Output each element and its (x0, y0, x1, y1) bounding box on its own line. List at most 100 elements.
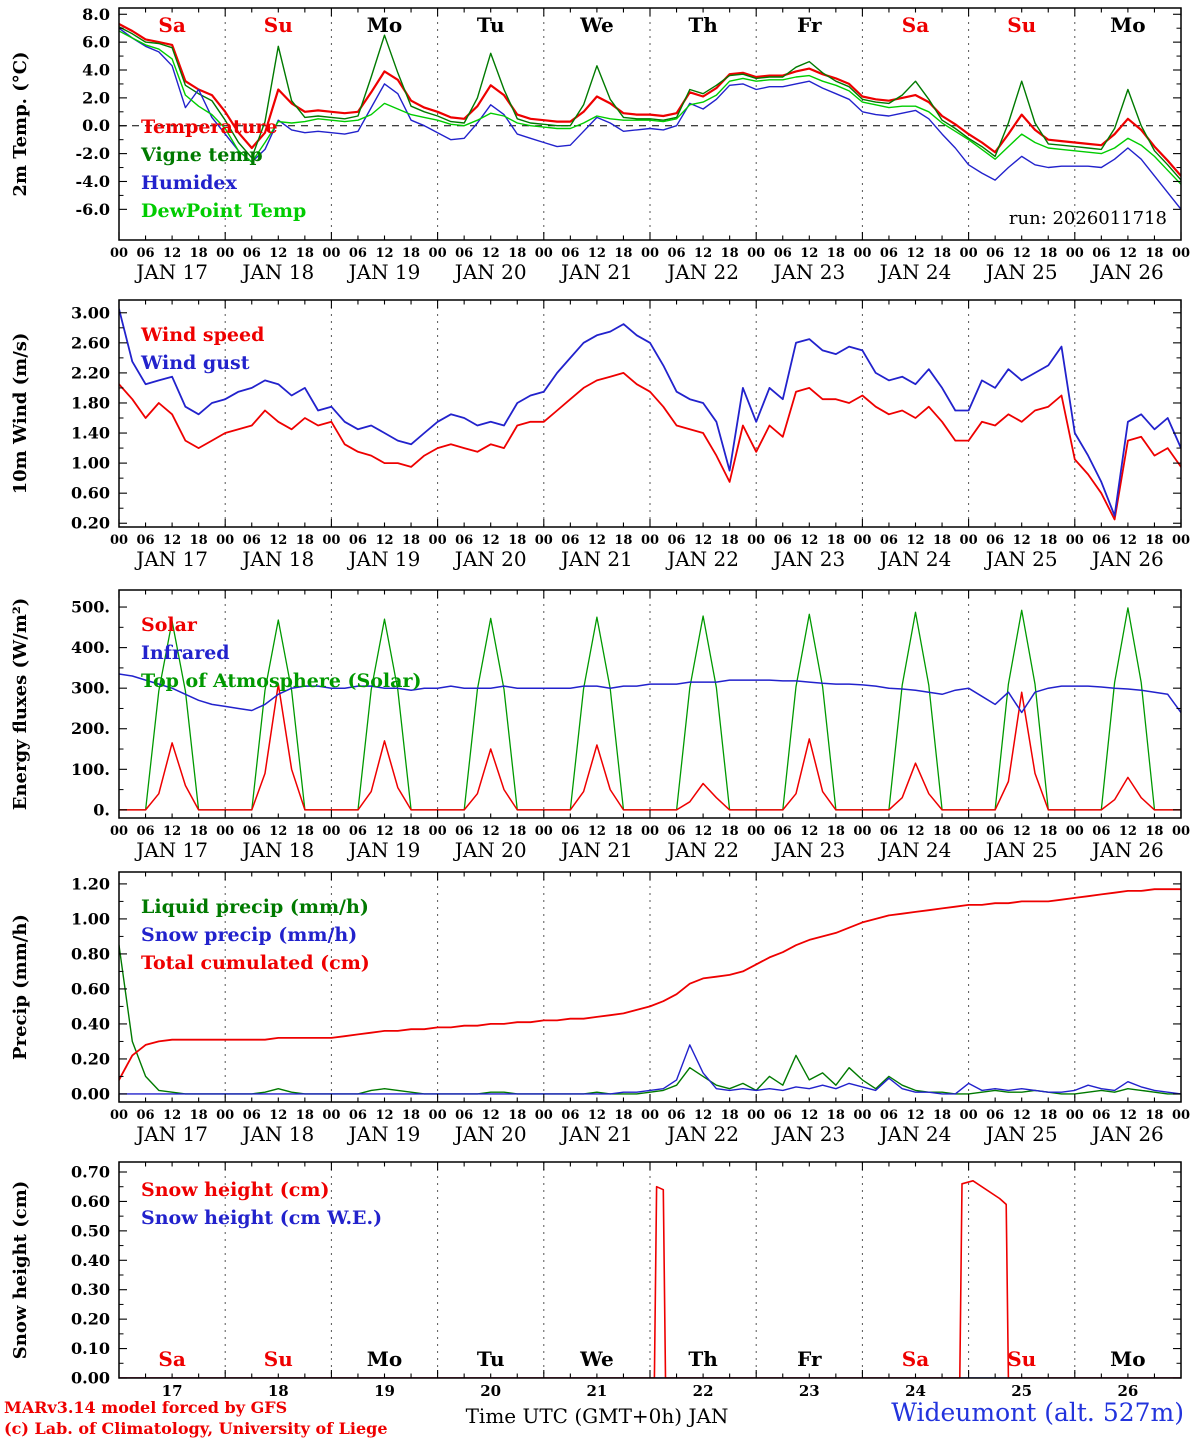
hour-tick-label: 18 (1145, 533, 1163, 548)
hour-tick-label: 12 (163, 1108, 181, 1123)
day-label: JAN 21 (559, 260, 633, 284)
hour-tick-label: 00 (429, 824, 447, 839)
day-label: JAN 18 (240, 1122, 314, 1146)
hour-tick-label: 18 (190, 246, 208, 261)
hour-tick-label: 18 (614, 824, 632, 839)
series-snow-height-line (119, 1180, 1181, 1378)
hour-tick-label: 00 (216, 533, 234, 548)
day-label: JAN 21 (559, 838, 633, 862)
weekday-label: Mo (367, 13, 402, 37)
hour-tick-label: 06 (349, 824, 367, 839)
series-dewpoint-temp-line (119, 30, 1181, 186)
hour-tick-label: 12 (588, 246, 606, 261)
hour-tick-label: 12 (375, 246, 393, 261)
hour-tick-label: 18 (933, 1108, 951, 1123)
day-label: JAN 20 (453, 260, 527, 284)
day-label: JAN 25 (984, 547, 1058, 571)
energy-fluxes-panel: 500. 400. 300. 200. 100. 0. Energy fluxes (W/m… (10, 589, 1190, 862)
y-tick-label: -4.0 (76, 172, 110, 191)
hour-tick-label: 00 (747, 1108, 765, 1123)
day-label: JAN 22 (665, 1122, 739, 1146)
hour-tick-label: 06 (561, 533, 579, 548)
x-axis-title: Time UTC (GMT+0h) JAN (465, 1404, 729, 1428)
station-label: Wideumont (alt. 527m) (891, 1398, 1184, 1427)
weekday-label: Mo (1110, 13, 1145, 37)
day-label: JAN 22 (665, 838, 739, 862)
hour-tick-label: 00 (747, 824, 765, 839)
series-wind-speed-line (119, 371, 1181, 521)
hour-tick-label: 06 (668, 824, 686, 839)
hour-tick-label: 06 (243, 533, 261, 548)
hour-tick-label: 00 (216, 246, 234, 261)
hour-tick-label: 12 (694, 533, 712, 548)
hour-tick-label: 18 (933, 246, 951, 261)
hour-tick-label: 06 (668, 533, 686, 548)
day-label: JAN 18 (240, 547, 314, 571)
hour-tick-label: 06 (137, 246, 155, 261)
y-tick-label: 2.20 (71, 363, 110, 382)
y-tick-label: 100. (71, 760, 110, 779)
legend-snow-height-cm-w-e: Snow height (cm W.E.) (141, 1207, 382, 1229)
day-label: JAN 24 (878, 1122, 952, 1146)
hour-tick-label: 12 (1013, 1108, 1031, 1123)
hour-tick-label: 18 (1039, 246, 1057, 261)
hour-tick-label: 18 (402, 246, 420, 261)
y-tick-label: 1.00 (71, 454, 110, 473)
hour-tick-label: 12 (1013, 533, 1031, 548)
legend-infrared: Infrared (141, 642, 230, 664)
hour-tick-label: 00 (1172, 824, 1190, 839)
hour-tick-label: 00 (641, 1108, 659, 1123)
hour-tick-label: 00 (853, 1108, 871, 1123)
hour-tick-label: 00 (535, 824, 553, 839)
y-tick-label: 200. (71, 719, 110, 738)
hour-tick-label: 18 (402, 533, 420, 548)
day-number-label: 18 (268, 1382, 289, 1400)
y-tick-label: 300. (71, 679, 110, 698)
hour-tick-label: 18 (721, 1108, 739, 1123)
hour-tick-label: 00 (1172, 1108, 1190, 1123)
hour-tick-label: 06 (774, 1108, 792, 1123)
hour-tick-label: 18 (827, 533, 845, 548)
y-tick-label: 1.40 (71, 424, 110, 443)
hour-tick-label: 00 (1066, 246, 1084, 261)
y-tick-label: 2.60 (71, 333, 110, 352)
hour-tick-label: 00 (960, 246, 978, 261)
hour-tick-label: 18 (508, 533, 526, 548)
legend-snow-precip-mm-h: Snow precip (mm/h) (141, 924, 357, 946)
hour-tick-label: 00 (535, 533, 553, 548)
hour-tick-label: 06 (243, 1108, 261, 1123)
y-tick-label: 0.40 (71, 1014, 110, 1033)
series-solar-line (119, 683, 1181, 811)
hour-tick-label: 18 (296, 1108, 314, 1123)
day-number-label: 24 (905, 1382, 926, 1400)
y-tick-label: 0. (93, 800, 110, 819)
hour-tick-label: 18 (296, 246, 314, 261)
day-label: JAN 25 (984, 260, 1058, 284)
hour-tick-label: 06 (880, 246, 898, 261)
hour-tick-label: 00 (216, 824, 234, 839)
hour-tick-label: 12 (375, 824, 393, 839)
hour-tick-label: 00 (110, 1108, 128, 1123)
hour-tick-label: 12 (269, 824, 287, 839)
y-tick-label: 0.40 (71, 1251, 110, 1270)
hour-tick-label: 12 (694, 824, 712, 839)
y-tick-label: -6.0 (76, 200, 110, 219)
hour-tick-label: 18 (614, 246, 632, 261)
day-label: JAN 23 (771, 1122, 845, 1146)
y-tick-label: 8.0 (82, 5, 110, 24)
day-label: JAN 18 (240, 838, 314, 862)
weekday-label: Tu (477, 1347, 505, 1371)
hour-tick-label: 12 (800, 1108, 818, 1123)
hour-tick-label: 12 (588, 1108, 606, 1123)
y-tick-label: 0.10 (71, 1339, 110, 1358)
run-label: run: 2026011718 (1009, 208, 1167, 229)
series-total-cumulated-line (119, 888, 1181, 1081)
hour-tick-label: 06 (1092, 533, 1110, 548)
y-tick-label: 0.60 (71, 979, 110, 998)
hour-tick-label: 12 (269, 1108, 287, 1123)
hour-tick-label: 00 (1172, 246, 1190, 261)
hour-tick-label: 06 (349, 1108, 367, 1123)
hour-tick-label: 06 (455, 1108, 473, 1123)
hour-tick-label: 18 (1145, 1108, 1163, 1123)
hour-tick-label: 18 (508, 246, 526, 261)
